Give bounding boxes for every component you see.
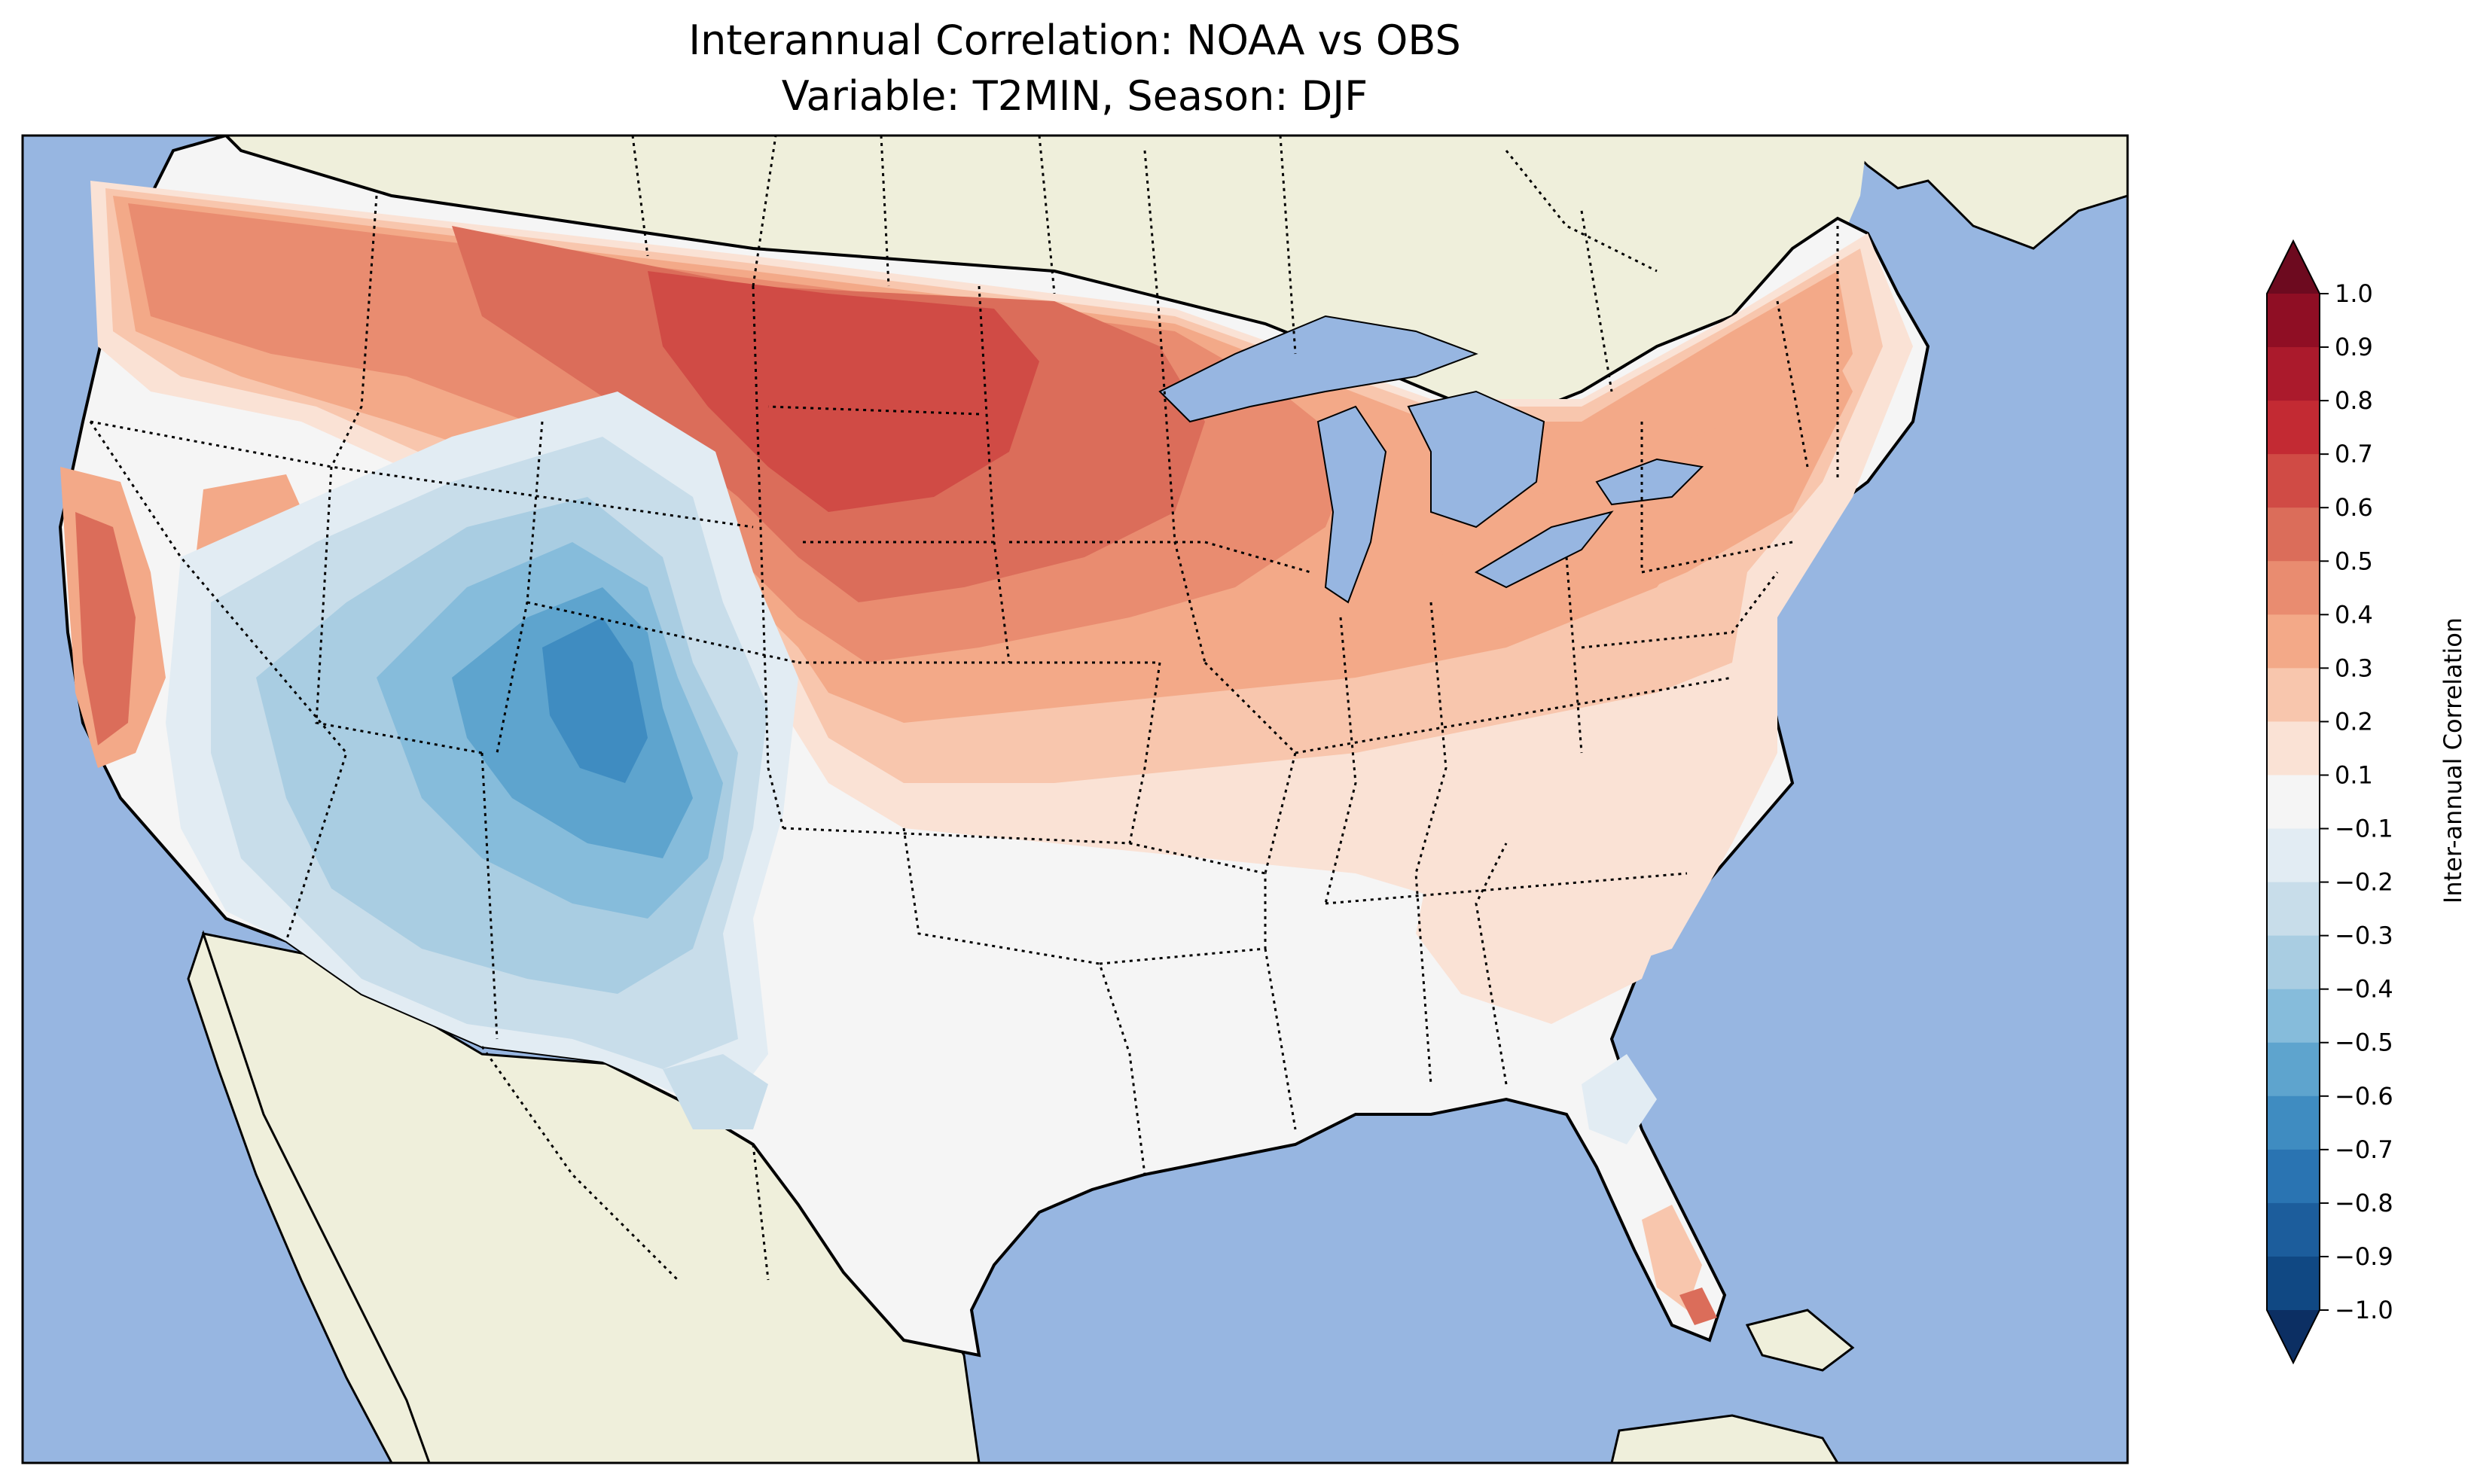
colorbar-segment <box>2267 1149 2320 1204</box>
colorbar-tick-label: 0.4 <box>2335 600 2373 629</box>
colorbar-tick-label: −0.5 <box>2335 1028 2393 1057</box>
map-panel <box>21 134 2129 1464</box>
colorbar-segment <box>2267 1256 2320 1311</box>
colorbar-segment <box>2267 882 2320 937</box>
colorbar-segment <box>2267 454 2320 508</box>
caribbean-land <box>1610 1414 1839 1463</box>
colorbar-segment <box>2267 294 2320 348</box>
colorbar-extend-min <box>2267 1310 2320 1363</box>
great-lakes <box>1158 315 1704 604</box>
colorbar-segment <box>2267 989 2320 1044</box>
colorbar: 1.0 0.9 0.8 0.7 0.6 0.5 0.4 0.3 0.2 0.1 −0.1 −0.2 −0… <box>2266 239 2393 1365</box>
baja-land <box>187 930 431 1463</box>
colorbar-tick-label: −0.8 <box>2335 1189 2393 1217</box>
title-line-2: Variable: T2MIN, Season: DJF <box>782 72 1368 120</box>
colorbar-tick-label: −0.7 <box>2335 1135 2393 1164</box>
colorbar-tick-label: −1.0 <box>2335 1296 2393 1324</box>
colorbar-segment <box>2267 668 2320 722</box>
colorbar-segment <box>2267 935 2320 990</box>
colorbar-tick-label: 0.2 <box>2335 707 2373 736</box>
contour-neg-06 <box>542 617 648 783</box>
contour-pos-fl <box>1642 1205 1702 1310</box>
colorbar-segment <box>2267 721 2320 776</box>
colorbar-tick-label: 0.9 <box>2335 333 2373 361</box>
colorbar-tick-label: −0.1 <box>2335 815 2393 843</box>
colorbar-tick-label: 1.0 <box>2335 279 2373 308</box>
map-frame <box>21 134 2129 1464</box>
colorbar-segment <box>2267 401 2320 455</box>
colorbar-tick-label: −0.9 <box>2335 1242 2393 1271</box>
colorbar-segment <box>2267 347 2320 401</box>
contour-pos-07 <box>648 271 1039 512</box>
colorbar-tick-label: 0.7 <box>2335 440 2373 468</box>
colorbar-segment <box>2267 561 2320 615</box>
colorbar-tick-label: 0.5 <box>2335 547 2373 575</box>
contour-pos-fl-tip <box>1679 1287 1717 1325</box>
colorbar-tick-label: −0.2 <box>2335 868 2393 897</box>
lake-huron <box>1407 390 1545 529</box>
colorbar-tick-label: 0.8 <box>2335 386 2373 415</box>
colorbar-tick-label: −0.6 <box>2335 1082 2393 1111</box>
title-line-1: Interannual Correlation: NOAA vs OBS <box>688 17 1461 64</box>
contour-neg-fl <box>1582 1054 1657 1144</box>
contour-neg-tx <box>663 1054 768 1129</box>
contour-cal-06 <box>75 512 136 745</box>
contour-pos-se <box>1416 843 1672 1024</box>
lake-ontario <box>1595 458 1704 506</box>
lake-michigan <box>1316 405 1387 604</box>
colorbar-label: Inter-annual Correlation <box>2439 617 2467 904</box>
colorbar-segment <box>2267 614 2320 669</box>
colorbar-segment <box>2267 775 2320 830</box>
colorbar-segment <box>2267 1202 2320 1257</box>
colorbar-tick-label: −0.3 <box>2335 922 2393 950</box>
lake-superior <box>1158 315 1478 423</box>
colorbar-segment <box>2267 1042 2320 1097</box>
colorbar-tick-label: 0.6 <box>2335 493 2373 522</box>
mexico-borders <box>480 1046 770 1281</box>
colorbar-tick-label: 0.3 <box>2335 654 2373 682</box>
colorbar-segment <box>2267 507 2320 562</box>
state-borders <box>89 136 1839 1175</box>
colorbar-segment <box>2267 1095 2320 1150</box>
colorbar-extend-max <box>2267 241 2320 294</box>
colorbar-tick-label: −0.4 <box>2335 975 2393 1004</box>
colorbar-tick-label: 0.1 <box>2335 760 2373 789</box>
colorbar-segment <box>2267 828 2320 883</box>
lake-erie <box>1474 510 1614 589</box>
cuba-land <box>1745 1309 1855 1372</box>
